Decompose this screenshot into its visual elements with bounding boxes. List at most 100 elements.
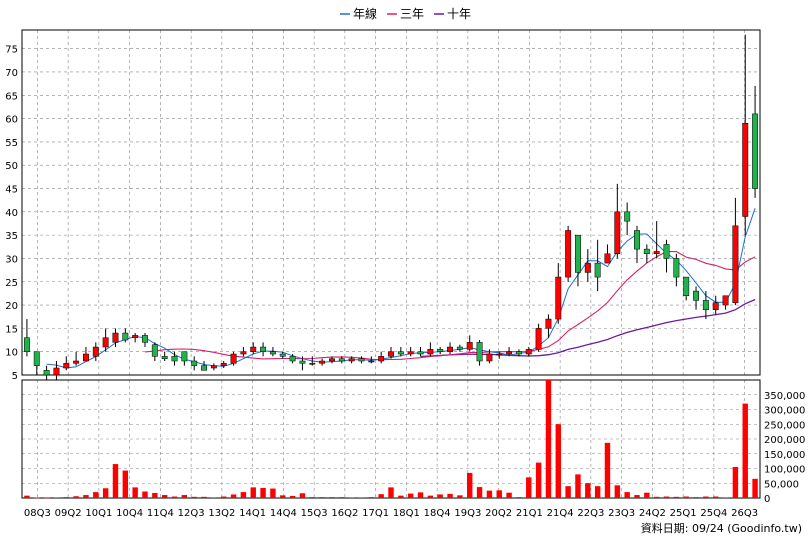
volume-bar [171,496,178,498]
volume-bar [742,403,748,498]
volume-tick-label: 250,000 [764,420,805,431]
x-tick-label: 12Q3 [178,508,205,519]
data-source-note: 資料日期: 09/24 (Goodinfo.tw) [641,521,802,535]
volume-bar [181,495,188,498]
volume-bar [644,492,650,498]
x-tick-label: 20Q2 [485,508,512,519]
candle-body [132,335,139,338]
volume-bar [191,496,197,498]
candle-body [624,211,631,222]
volume-bar [34,497,40,499]
candle-body [348,358,355,362]
candle-body [427,349,434,355]
candle-body [752,113,759,189]
volume-bar [161,495,168,498]
volume-bar [53,497,60,498]
volume-bar [663,496,670,498]
volume-bar [329,497,335,498]
candle-body [407,351,414,355]
candle-body [437,349,444,352]
candle-body [92,346,99,357]
volume-bar [122,470,129,498]
volume-bar [319,497,325,498]
x-tick-label: 10Q1 [85,508,112,519]
x-tick-label: 21Q1 [516,508,543,519]
volume-bar [93,492,99,498]
volume-bar [270,488,276,498]
price-panel [21,29,761,376]
volume-bar [407,493,414,498]
volume-bar [673,496,680,498]
candle-body [151,344,158,357]
candle-body [693,290,699,301]
volume-bar [703,496,709,498]
volume-tick-label: 300,000 [764,406,805,417]
candle-body [210,365,217,369]
x-tick-label: 16Q2 [331,508,358,519]
volume-bar [555,424,561,498]
volume-bar [535,462,542,498]
volume-bar [339,497,345,498]
x-tick-label: 13Q2 [208,508,235,519]
candle-body [279,353,286,357]
volume-bar [722,497,729,498]
candle-body [102,337,109,348]
x-tick-label: 25Q1 [670,508,697,519]
x-tick-label: 18Q1 [393,508,420,519]
volume-bar [417,492,424,498]
volume-bar [693,497,699,498]
volume-axis-ticks: 0 50,000 100,000 150,000 200,000 250,000 300,0… [764,391,805,505]
candle-body [722,295,729,306]
candle-body [63,363,70,369]
candle-body [368,360,375,363]
candle-body [73,360,80,364]
price-tick-label: 55 [5,138,18,149]
volume-bar [280,495,286,498]
x-tick-label: 19Q3 [454,508,481,519]
volume-tick-label: 200,000 [764,435,805,446]
volume-bar [299,493,306,498]
volume-bar [230,494,237,498]
candle-body [486,353,493,362]
price-tick-label: 50 [5,161,18,172]
candle-body [83,353,89,362]
volume-bar [201,496,207,498]
candle-body [663,244,670,259]
volume-bar [476,487,483,498]
candle-body [260,346,267,352]
volume-bar [594,486,601,498]
x-axis-ticks: 08Q3 09Q2 10Q1 10Q4 11Q4 12Q3 13Q2 14Q1 14Q4 15Q3… [24,508,758,519]
volume-tick-label: 50,000 [764,479,799,490]
volume-bar [378,494,384,498]
volume-bar [585,483,591,498]
volume-bar [653,496,660,498]
price-tick-label: 30 [5,254,18,265]
volume-bar [486,490,493,498]
candle-body [535,328,542,350]
candle-body [683,276,690,296]
candle-body [43,370,50,376]
candle-body [397,351,404,355]
price-tick-label: 20 [5,301,18,312]
candle-body [565,230,572,278]
candle-body [230,353,237,364]
candle-body [506,351,513,355]
x-tick-label: 14Q1 [239,508,266,519]
volume-bar [112,464,119,498]
legend: 年線 三年 十年 [340,6,471,21]
candle-body [388,351,394,357]
candle-body [614,211,621,255]
volume-bar [102,488,109,498]
volume-bar [526,477,532,498]
volume-bar [624,492,630,498]
candle-body [575,234,581,273]
candle-body [525,349,532,355]
candlestick-series [23,34,759,380]
volume-bar [575,474,581,498]
candle-body [220,363,227,366]
volume-bar [221,496,227,498]
candle-body [181,351,188,362]
candle-body [329,358,335,362]
volume-bar [63,497,69,498]
ten-year-line [420,298,756,358]
